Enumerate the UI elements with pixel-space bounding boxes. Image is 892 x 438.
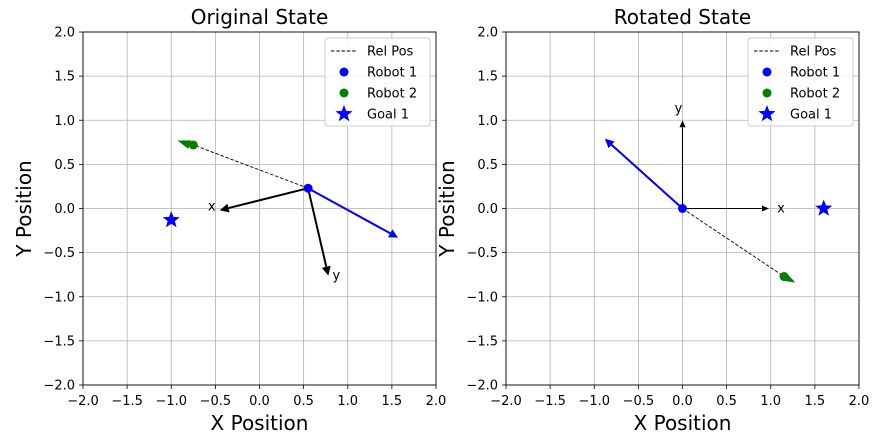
robot2-heading-arrow-head <box>177 140 192 149</box>
y-tick-label: 0.5 <box>477 158 498 173</box>
rel-pos-line <box>682 208 785 277</box>
x-tick-label: 1.5 <box>805 394 826 409</box>
legend-label: Goal 1 <box>367 108 409 123</box>
y-axis-arrow-shaft <box>307 187 328 268</box>
robot1-point <box>678 204 687 213</box>
y-tick-label: 1.0 <box>477 114 498 129</box>
x-tick-label: 1.0 <box>760 394 781 409</box>
x-tick-label: 1.5 <box>382 394 403 409</box>
y-tick-label: −1.5 <box>43 334 75 349</box>
data-layer <box>604 120 833 283</box>
legend-robot2-swatch <box>762 88 772 98</box>
x-axis-label: X Position <box>211 411 309 435</box>
y-tick-label: 0.5 <box>54 158 75 173</box>
y-tick-label: 1.5 <box>477 70 498 85</box>
y-tick-label: −1.0 <box>466 290 498 305</box>
x-tick-label: −1.0 <box>578 394 610 409</box>
x-tick-label: −1.5 <box>111 394 143 409</box>
x-tick-label: 0.5 <box>293 394 314 409</box>
x-tick-label: −2.0 <box>490 394 522 409</box>
x-axis-arrow <box>682 205 769 212</box>
legend: Rel Pos Robot 1 Robot 2 Goal 1 <box>324 37 431 127</box>
y-axis-arrow <box>307 187 331 276</box>
x-axis-arrow-head <box>761 205 769 212</box>
x-tick-label: −2.0 <box>67 394 99 409</box>
axes-frame <box>505 31 860 386</box>
x-tick-label: 2.0 <box>426 394 447 409</box>
y-tick-label: 1.5 <box>54 70 75 85</box>
x-tick-label: −1.5 <box>534 394 566 409</box>
legend: Rel Pos Robot 1 Robot 2 Goal 1 <box>747 37 854 127</box>
legend-label: Rel Pos <box>367 45 414 60</box>
x-axis-arrow <box>219 187 309 213</box>
robot1-point <box>303 183 313 193</box>
x-tick-label: −1.0 <box>155 394 187 409</box>
goal1-star <box>162 210 180 228</box>
subplot-rotated-state: −2.0 −1.5 −1.0 −0.5 0.0 0.5 1.0 1.5 2.0−2.0−1.5−… <box>435 5 869 435</box>
y-tick-label: −1.0 <box>43 290 75 305</box>
legend-label: Robot 2 <box>367 87 417 102</box>
y-tick-label: 0.0 <box>477 202 498 217</box>
x-axis-label: X Position <box>634 411 732 435</box>
x-tick-label: −0.5 <box>623 394 655 409</box>
legend-goal1-swatch <box>335 105 353 122</box>
robot2-point <box>779 271 789 281</box>
robot1-heading-arrow <box>307 187 399 238</box>
robot1-heading-arrow-head <box>387 229 399 238</box>
legend-label: Robot 1 <box>790 66 840 81</box>
robot2-point <box>188 140 198 150</box>
legend-robot2-swatch <box>339 88 349 98</box>
chart-title: Original State <box>191 5 329 29</box>
legend-robot1-swatch <box>339 67 349 77</box>
subplot-original-state: −2.0 −1.5 −1.0 −0.5 0.0 0.5 1.0 1.5 2.0−2.0−1.5−… <box>12 5 446 435</box>
x-tick-label: 0.0 <box>249 394 270 409</box>
robot1-heading-arrow-shaft <box>307 187 391 235</box>
x-tick-label: 0.5 <box>716 394 737 409</box>
y-axis-label: Y Position <box>435 160 459 257</box>
axes-frame <box>82 31 437 386</box>
legend-box <box>747 37 854 127</box>
y-axis-arrow <box>679 120 686 209</box>
chart-title: Rotated State <box>614 5 751 29</box>
x-tick-label: 0.0 <box>672 394 693 409</box>
x-tick-label: 1.0 <box>337 394 358 409</box>
rel-pos-line <box>193 144 309 189</box>
x-axis-arrow-head <box>219 203 230 213</box>
y-tick-label: −2.0 <box>466 379 498 394</box>
legend-label: Robot 2 <box>790 87 840 102</box>
y-arrow-label: y <box>675 101 683 116</box>
y-tick-label: −0.5 <box>43 246 75 261</box>
y-arrow-label: y <box>332 269 340 284</box>
data-layer <box>162 140 399 276</box>
legend-goal1-swatch <box>758 105 776 122</box>
x-tick-label: −0.5 <box>200 394 232 409</box>
legend-label: Robot 1 <box>367 66 417 81</box>
y-tick-label: 2.0 <box>54 26 75 41</box>
robot1-heading-arrow-head <box>604 138 615 149</box>
x-arrow-label: x <box>208 199 216 214</box>
legend-label: Goal 1 <box>790 108 832 123</box>
y-tick-label: 1.0 <box>54 114 75 129</box>
y-tick-label: −2.0 <box>43 379 75 394</box>
y-tick-label: −0.5 <box>466 246 498 261</box>
legend-label: Rel Pos <box>790 45 837 60</box>
y-axis-arrow-head <box>321 265 331 276</box>
goal1-star <box>815 199 833 216</box>
x-tick-label: 2.0 <box>849 394 870 409</box>
x-arrow-label: x <box>777 202 785 217</box>
y-tick-label: −1.5 <box>466 334 498 349</box>
robot1-heading-arrow-shaft <box>610 144 684 210</box>
legend-box <box>324 37 431 127</box>
y-axis-arrow-head <box>679 120 686 128</box>
y-axis-label: Y Position <box>12 160 36 257</box>
y-tick-label: 2.0 <box>477 26 498 41</box>
legend-robot1-swatch <box>762 67 772 77</box>
y-tick-label: 0.0 <box>54 202 75 217</box>
robot1-heading-arrow <box>604 138 684 210</box>
x-axis-arrow-shaft <box>228 187 309 210</box>
